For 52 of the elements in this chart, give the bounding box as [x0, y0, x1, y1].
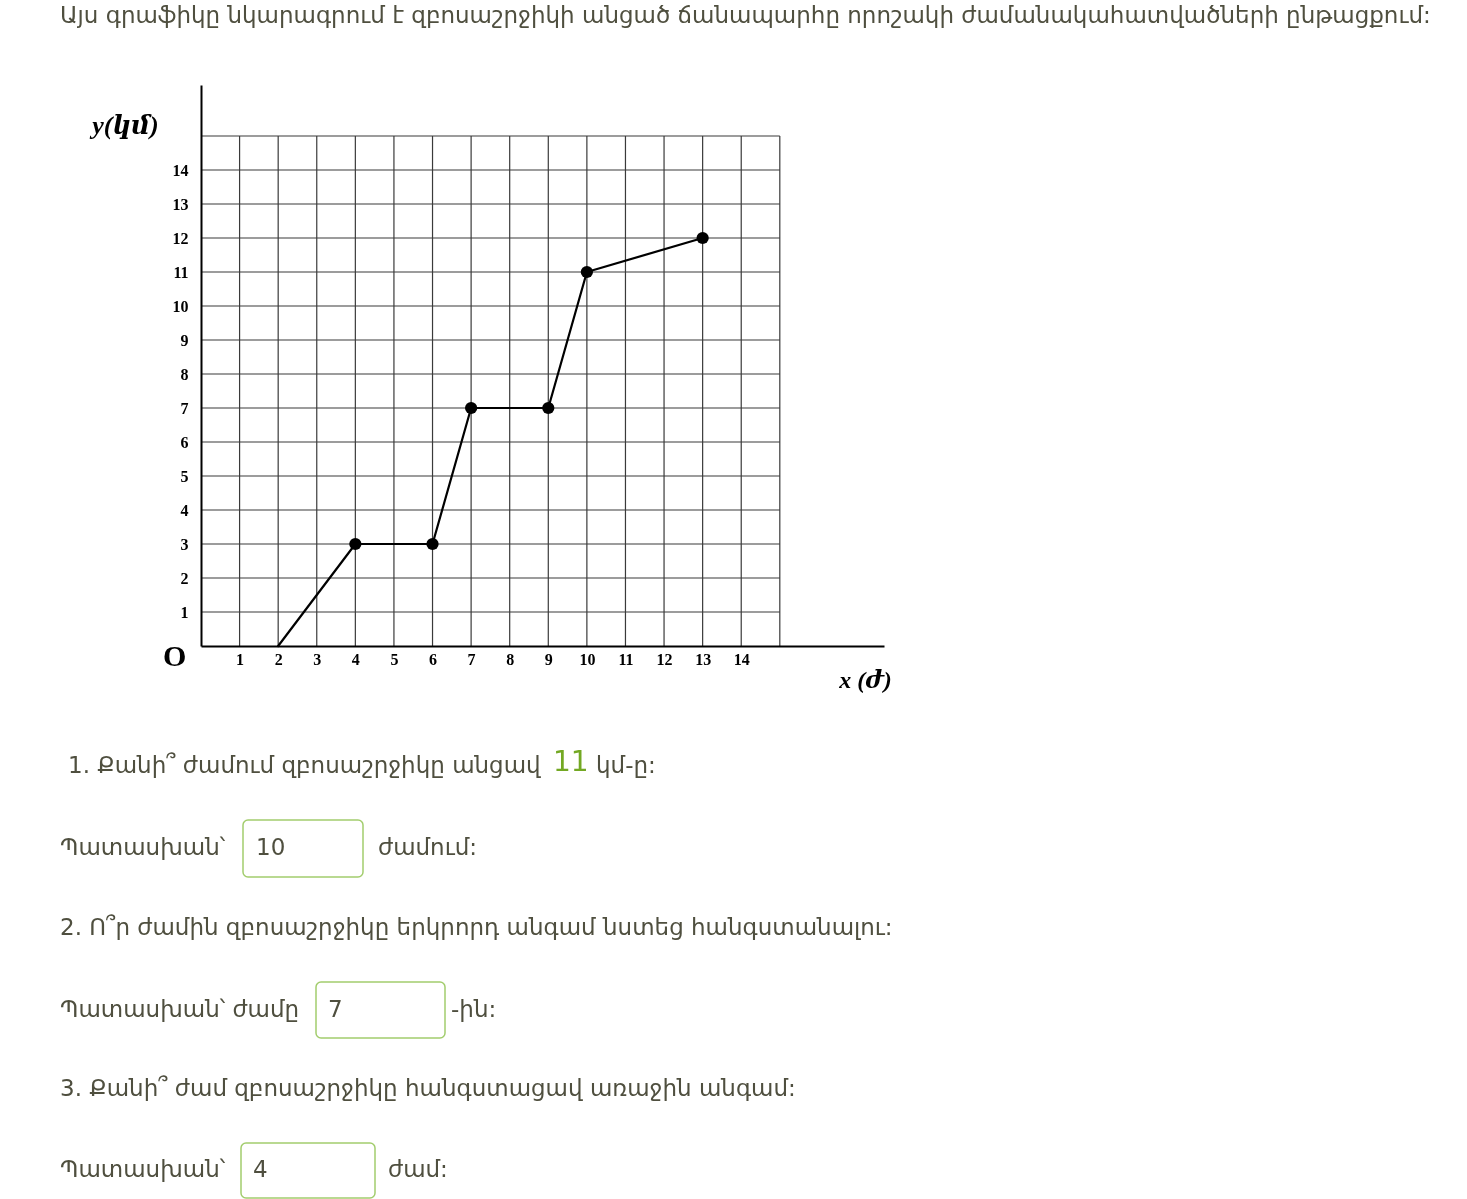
text: -ին: [451, 996, 497, 1022]
text: կմ-ը: [596, 752, 656, 778]
y-tick-label: 2 [180, 569, 189, 587]
point [426, 537, 439, 551]
text: ժամ: [388, 1156, 448, 1182]
text: Պատասխան՝ [60, 834, 226, 860]
x-axis-title: x (ժ) [838, 666, 892, 693]
text: 7 [328, 996, 343, 1022]
x-tick-label: 3 [313, 650, 322, 668]
y-tick-label: 8 [180, 365, 189, 383]
x-tick-label: 11 [618, 650, 634, 668]
text: 4 [253, 1156, 268, 1182]
chart-title: Այս գրաֆիկը նկարագրում է զբոսաշրջիկի անցած ճանապարհը որոշակի ժամանակահատվածների ընթացքում: [60, 2, 1431, 28]
text: 10 [256, 834, 286, 860]
point [464, 401, 478, 415]
x-tick-label: 6 [429, 650, 438, 668]
x-tick-label: 10 [579, 650, 596, 668]
y-tick-label: 3 [180, 535, 189, 553]
text: O [163, 639, 187, 672]
y-tick-label: 13 [172, 195, 189, 213]
y-tick-label: 10 [172, 297, 189, 315]
point [542, 401, 555, 415]
text: 3. Քանի՞ ժամ զբոսաշրջիկը հանգստացավ առաջին անգամ: [60, 1075, 796, 1101]
x-tick-label: 14 [733, 650, 750, 668]
x-tick-label: 8 [506, 650, 515, 668]
x-tick-label: 7 [467, 650, 476, 668]
y-tick-label: 6 [180, 433, 189, 451]
y-tick-label: 9 [180, 331, 189, 349]
text: ժամում: [378, 834, 478, 860]
y-tick-label: 12 [172, 229, 189, 247]
y-tick-label: 11 [173, 263, 189, 281]
y-tick-label: 7 [180, 399, 189, 417]
y-tick-label: 4 [180, 501, 189, 519]
point [349, 537, 362, 551]
y-axis-title: y(կմ) [89, 110, 159, 140]
x-tick-label: 5 [390, 650, 399, 668]
x-tick-label: 1 [236, 650, 245, 668]
x-tick-label: 12 [656, 650, 673, 668]
y-tick-label: 5 [180, 467, 189, 485]
text: 2. Ո՞ր ժամին զբոսաշրջիկը երկրորդ անգամ նստեց հանգստանալու: [60, 914, 893, 940]
x-tick-label: 4 [351, 650, 360, 668]
x-tick-label: 2 [274, 650, 283, 668]
x-tick-label: 9 [544, 650, 553, 668]
text: Պատասխան՝ ժամը [60, 996, 300, 1022]
point [696, 231, 709, 245]
y-tick-label: 1 [180, 603, 189, 621]
text: Պատասխան՝ [60, 1156, 226, 1182]
text: 11 [553, 745, 589, 778]
y-tick-label: 14 [172, 161, 189, 179]
text: 1. Քանի՞ ժամում զբոսաշրջիկը անցավ [68, 752, 542, 778]
x-tick-label: 13 [695, 650, 712, 668]
point [580, 265, 593, 279]
